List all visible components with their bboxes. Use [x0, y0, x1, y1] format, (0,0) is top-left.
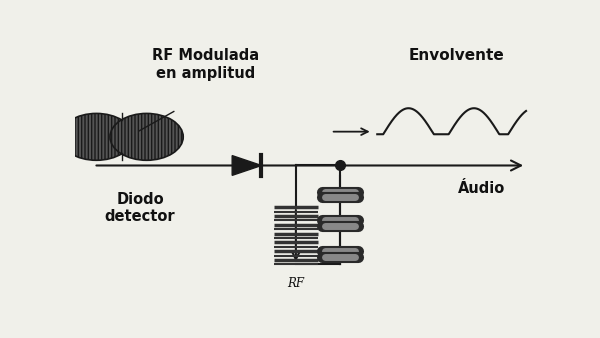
Text: Áudio: Áudio: [458, 181, 505, 196]
Polygon shape: [232, 155, 262, 175]
Ellipse shape: [110, 114, 183, 160]
Text: RF: RF: [287, 277, 304, 290]
Ellipse shape: [60, 114, 133, 160]
Text: Diodo
detector: Diodo detector: [105, 192, 175, 224]
Text: Envolvente: Envolvente: [409, 48, 504, 63]
Text: RF Modulada
en amplitud: RF Modulada en amplitud: [152, 48, 259, 81]
